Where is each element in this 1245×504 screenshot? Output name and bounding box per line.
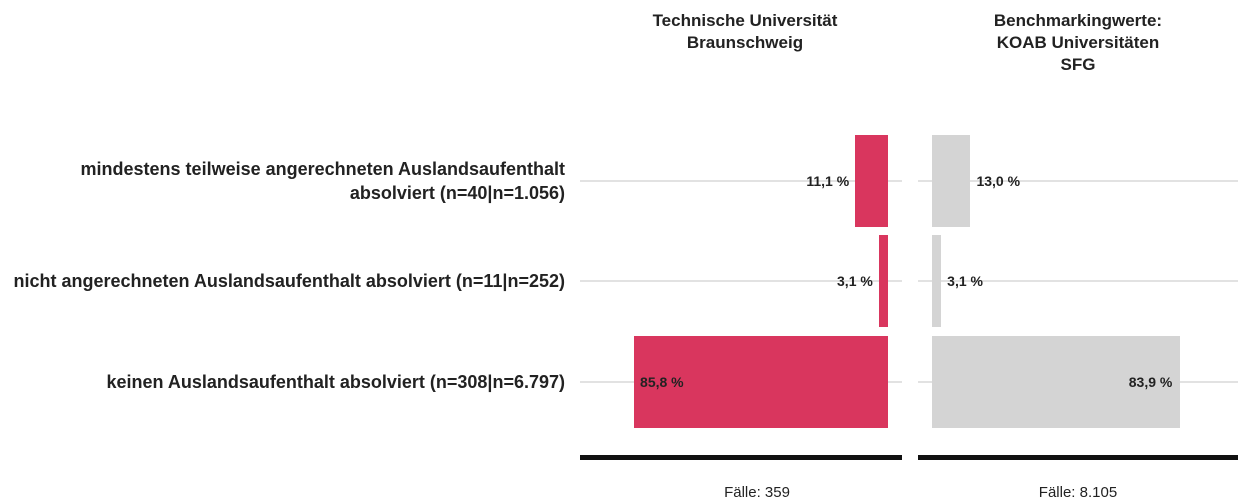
bar (878, 235, 888, 327)
value-label: 85,8 % (640, 374, 684, 390)
value-label: 83,9 % (1128, 374, 1173, 390)
value-label: 3,1 % (947, 273, 983, 289)
bar (855, 135, 888, 227)
category-label: nicht angerechneten Auslandsaufenthalt a… (13, 271, 565, 291)
series-header: Benchmarkingwerte: KOAB Universitäten SF… (993, 11, 1163, 74)
cases-label: Fälle: 359 (724, 484, 790, 501)
value-label: 3,1 % (837, 273, 873, 289)
value-label: 13,0 % (976, 173, 1021, 189)
baseline (580, 455, 902, 460)
grid-line (580, 280, 902, 282)
series-header: Technische Universität Braunschweig (652, 11, 838, 52)
bar (634, 336, 888, 428)
cases-label: Fälle: 8.105 (1038, 484, 1118, 501)
bar (932, 235, 942, 327)
value-label: 11,1 % (806, 173, 850, 189)
grid-line (918, 180, 1238, 182)
category-label: mindestens teilweise angerechneten Ausla… (80, 159, 565, 203)
category-label: keinen Auslandsaufenthalt absolviert (n=… (106, 372, 565, 392)
grid-line (580, 180, 902, 182)
grid-line (918, 280, 1238, 282)
bar (932, 336, 1181, 428)
baseline (918, 455, 1238, 460)
bar (932, 135, 971, 227)
